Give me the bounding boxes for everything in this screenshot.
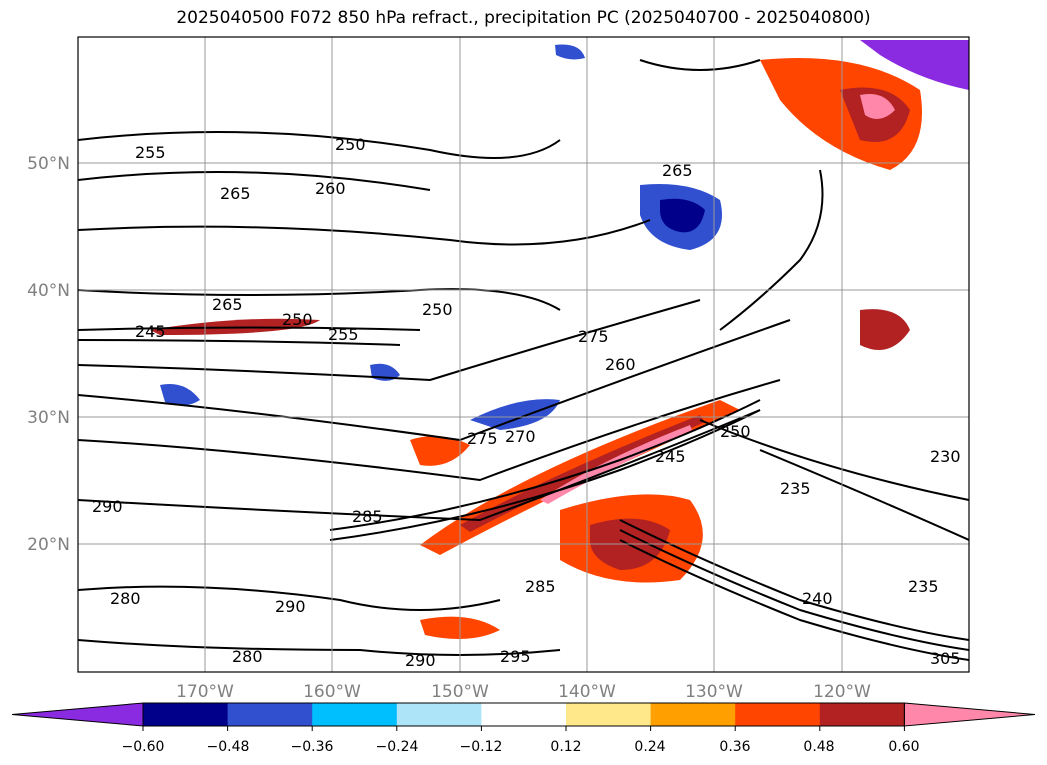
contour-label: 250 xyxy=(422,300,453,319)
contour-label: 275 xyxy=(467,429,498,448)
lat-label: 20°N xyxy=(27,535,70,555)
contour-label: 235 xyxy=(780,479,811,498)
lon-label: 130°W xyxy=(685,682,743,702)
contour-label: 280 xyxy=(110,589,141,608)
colorbar-swatch xyxy=(650,703,736,726)
contour-label: 255 xyxy=(328,325,359,344)
contour-label: 265 xyxy=(662,161,693,180)
contour-label: 265 xyxy=(220,184,251,203)
contour-label: 250 xyxy=(282,310,313,329)
contour-label-layer: 250 255 260 265 245 250 255 265 250 275 … xyxy=(92,135,961,670)
contour-label: 290 xyxy=(92,497,123,516)
map-title: 2025040500 F072 850 hPa refract., precip… xyxy=(176,8,871,28)
contour-label: 290 xyxy=(405,651,436,670)
colorbar-swatch xyxy=(735,703,821,726)
lon-label: 140°W xyxy=(558,682,616,702)
colorbar-extend-max xyxy=(903,702,1036,727)
colorbar-tick: 0.48 xyxy=(803,739,834,755)
colorbar-swatch xyxy=(481,703,567,726)
contour-label: 275 xyxy=(578,327,609,346)
colorbar-swatches xyxy=(11,702,1036,731)
lat-label: 50°N xyxy=(27,154,70,174)
colorbar-extend-min xyxy=(11,702,144,727)
contour-layer xyxy=(78,59,969,661)
colorbar-tick: 0.36 xyxy=(719,739,750,755)
colorbar-swatch xyxy=(227,703,313,726)
contour-label: 285 xyxy=(352,507,383,526)
contour-label: 305 xyxy=(930,649,961,668)
precip-layer xyxy=(150,40,969,639)
contour-label: 285 xyxy=(525,577,556,596)
lat-label: 30°N xyxy=(27,408,70,428)
colorbar-ticks: −0.60 −0.48 −0.36 −0.24 −0.12 0.12 0.24 … xyxy=(122,739,920,755)
contour-label: 240 xyxy=(802,589,833,608)
lon-label: 160°W xyxy=(303,682,361,702)
colorbar-tick: 0.12 xyxy=(550,739,581,755)
contour-label: 265 xyxy=(212,295,243,314)
lat-label: 40°N xyxy=(27,281,70,301)
contour-label: 250 xyxy=(335,135,366,154)
colorbar-swatch xyxy=(566,703,652,726)
colorbar-swatch xyxy=(396,703,482,726)
contour-label: 245 xyxy=(135,322,166,341)
contour-label: 255 xyxy=(135,143,166,162)
colorbar-frame xyxy=(142,702,905,727)
contour-label: 260 xyxy=(315,179,346,198)
contour-label: 280 xyxy=(232,647,263,666)
contour-label: 290 xyxy=(275,597,306,616)
colorbar-tick: 0.60 xyxy=(888,739,919,755)
colorbar-tick: −0.12 xyxy=(460,739,503,755)
contour-label: 235 xyxy=(908,577,939,596)
contour-label: 270 xyxy=(505,427,536,446)
lon-label: 150°W xyxy=(431,682,489,702)
contour-label: 260 xyxy=(605,355,636,374)
colorbar-swatch xyxy=(312,703,398,726)
colorbar-swatch xyxy=(819,703,905,726)
lon-label: 120°W xyxy=(813,682,871,702)
graticule xyxy=(78,37,969,672)
colorbar-tick: −0.36 xyxy=(291,739,334,755)
contour-label: 245 xyxy=(655,447,686,466)
contour-label: 230 xyxy=(930,447,961,466)
colorbar-tick: −0.24 xyxy=(376,739,419,755)
colorbar-tick: −0.60 xyxy=(122,739,165,755)
colorbar-swatch xyxy=(143,703,229,726)
contour-label: 250 xyxy=(720,422,751,441)
contour-label: 295 xyxy=(500,647,531,666)
colorbar-tick: −0.48 xyxy=(207,739,250,755)
map-frame xyxy=(77,36,970,673)
colorbar-tick: 0.24 xyxy=(634,739,665,755)
lon-label: 170°W xyxy=(176,682,234,702)
